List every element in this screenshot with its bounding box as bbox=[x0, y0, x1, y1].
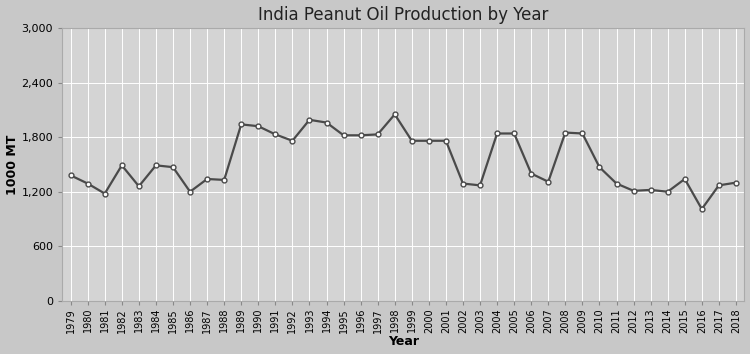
Y-axis label: 1000 MT: 1000 MT bbox=[5, 134, 19, 195]
X-axis label: Year: Year bbox=[388, 336, 418, 348]
Title: India Peanut Oil Production by Year: India Peanut Oil Production by Year bbox=[258, 6, 548, 24]
